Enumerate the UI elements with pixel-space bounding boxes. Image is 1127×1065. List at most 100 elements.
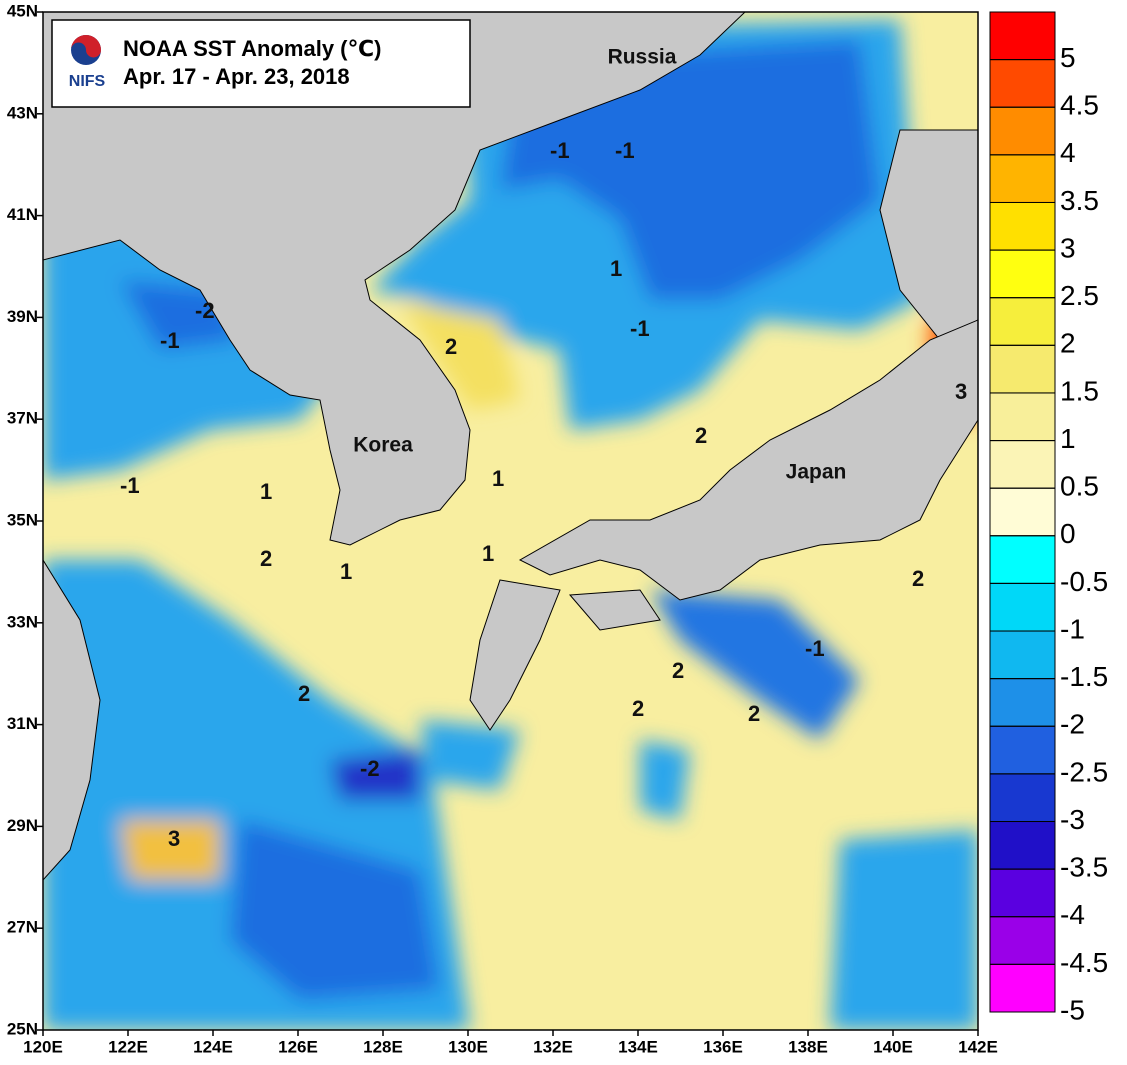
colorbar-box <box>989 868 1056 918</box>
colorbar-label: -3 <box>1060 804 1085 835</box>
y-tick-label: 29N <box>7 816 38 835</box>
colorbar-box <box>989 154 1056 203</box>
y-tick-label: 25N <box>7 1019 38 1038</box>
contour-label: -1 <box>120 473 140 498</box>
x-tick-label: 126E <box>278 1037 318 1056</box>
contour-label: 1 <box>340 559 352 584</box>
y-tick-label: 45N <box>7 1 38 20</box>
place-label: Russia <box>608 46 677 69</box>
contour-label: -1 <box>630 316 650 341</box>
title-box: NIFS NOAA SST Anomaly (℃) Apr. 17 - Apr.… <box>51 19 471 108</box>
y-tick-label: 31N <box>7 714 38 733</box>
colorbar-box <box>989 773 1056 823</box>
colorbar-box <box>989 249 1056 299</box>
logo-text: NIFS <box>69 73 106 90</box>
place-label: Japan <box>786 461 847 484</box>
colorbar-label: 4.5 <box>1060 90 1099 121</box>
colorbar-label: 4 <box>1060 137 1076 168</box>
logo-swirl <box>71 35 101 58</box>
colorbar-label: 2 <box>1060 328 1076 359</box>
x-tick-label: 132E <box>533 1037 573 1056</box>
contour-label: 2 <box>672 658 684 683</box>
x-tick-label: 136E <box>703 1037 743 1056</box>
colorbar-label: 2.5 <box>1060 280 1099 311</box>
y-tick-label: 43N <box>7 103 38 122</box>
y-tick-label: 37N <box>7 409 38 428</box>
contour-label: 2 <box>260 546 272 571</box>
contour-label: 1 <box>260 479 272 504</box>
x-tick-label: 142E <box>958 1037 998 1056</box>
colorbar-box <box>989 59 1056 108</box>
contour-label: -2 <box>360 756 380 781</box>
contour-label: 2 <box>695 423 707 448</box>
contour-label: 3 <box>955 379 967 404</box>
x-tick-label: 122E <box>108 1037 148 1056</box>
contour-label: 3 <box>168 826 180 851</box>
colorbar-box <box>989 630 1056 680</box>
x-tick-label: 120E <box>23 1037 63 1056</box>
colorbar-label: 3 <box>1060 232 1076 263</box>
contour-label: -2 <box>195 298 215 323</box>
x-tick-label: 124E <box>193 1037 233 1056</box>
colorbar-box <box>989 297 1056 346</box>
colorbar-label: -4.5 <box>1060 947 1108 978</box>
y-tick-label: 39N <box>7 307 38 326</box>
land <box>43 12 978 881</box>
colorbar-box <box>989 487 1056 537</box>
contour-label: 2 <box>445 334 457 359</box>
colorbar-box <box>989 106 1056 156</box>
contour-labels: -1 -1 1 -2 -1 2 -1 2 1 1 -1 2 1 1 2 2 2 … <box>120 138 967 851</box>
contour-label: -1 <box>615 138 635 163</box>
colorbar-box <box>989 11 1056 61</box>
contour-label: -1 <box>160 328 180 353</box>
colorbar-box <box>989 916 1056 965</box>
x-tick-label: 134E <box>618 1037 658 1056</box>
colorbar-label: 1.5 <box>1060 375 1099 406</box>
colorbar-label: -1 <box>1060 613 1085 644</box>
colorbar-label: 0.5 <box>1060 471 1099 502</box>
x-tick-label: 138E <box>788 1037 828 1056</box>
colorbar-label: 3.5 <box>1060 185 1099 216</box>
colorbar-label: -0.5 <box>1060 566 1108 597</box>
y-tick-label: 27N <box>7 918 38 937</box>
contour-label: 1 <box>610 256 622 281</box>
colorbar-box <box>989 963 1056 1013</box>
colorbar-label: 5 <box>1060 42 1076 73</box>
colorbar-label: -1.5 <box>1060 661 1108 692</box>
colorbar-label: 1 <box>1060 423 1076 454</box>
contour-label: 1 <box>482 541 494 566</box>
contour-label: 2 <box>748 701 760 726</box>
colorbar-label: -2 <box>1060 709 1085 740</box>
y-tick-label: 41N <box>7 205 38 224</box>
colorbar: 5 4.5 4 3.5 3 2.5 2 1.5 1 0.5 0 -0.5 -1 -1.5 -2 -2.5 -3 -… <box>989 11 1108 1025</box>
axes: 120E 122E 124E 126E 128E 130E 132E 134E 136E 138E… <box>7 1 998 1056</box>
colorbar-label: -4 <box>1060 899 1085 930</box>
colorbar-box <box>989 392 1056 442</box>
colorbar-label: 0 <box>1060 518 1076 549</box>
contour-label: -1 <box>805 636 825 661</box>
colorbar-box <box>989 582 1056 632</box>
x-tick-label: 130E <box>448 1037 488 1056</box>
colorbar-label: -2.5 <box>1060 756 1108 787</box>
contour-label: 2 <box>298 681 310 706</box>
colorbar-label: -5 <box>1060 994 1085 1025</box>
contour-label: 1 <box>492 466 504 491</box>
contour-label: 2 <box>912 566 924 591</box>
title: NOAA SST Anomaly (℃) <box>123 36 381 61</box>
colorbar-box <box>989 201 1056 251</box>
x-tick-label: 140E <box>873 1037 913 1056</box>
map-field <box>43 12 978 1030</box>
colorbar-box <box>989 678 1056 727</box>
contour-label: 2 <box>632 696 644 721</box>
period: Apr. 17 - Apr. 23, 2018 <box>123 64 350 89</box>
colorbar-box <box>989 535 1056 584</box>
y-tick-label: 33N <box>7 612 38 631</box>
y-tick-label: 35N <box>7 510 38 529</box>
colorbar-box <box>989 440 1056 489</box>
colorbar-label: -3.5 <box>1060 852 1108 883</box>
place-label: Korea <box>353 434 413 457</box>
colorbar-box <box>989 344 1056 394</box>
title-frame <box>51 19 471 108</box>
colorbar-box <box>989 821 1056 870</box>
